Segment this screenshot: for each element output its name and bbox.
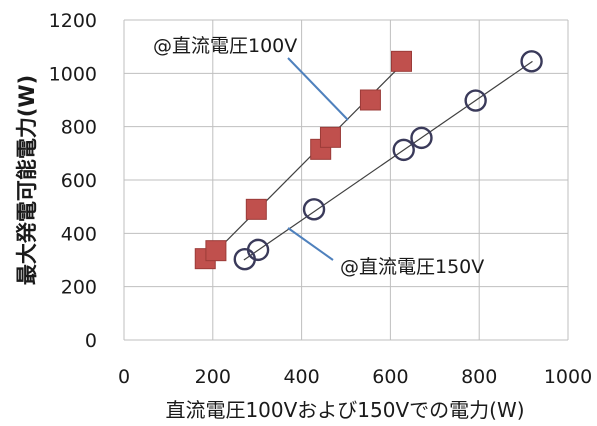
y-tick-labels: 0 200 400 600 800 1000 1200 <box>49 10 97 352</box>
data-point-100v <box>319 126 341 148</box>
x-tick-label: 400 <box>283 366 319 388</box>
data-point-100v <box>205 240 227 262</box>
data-point-150v <box>520 50 543 73</box>
data-point-150v <box>302 198 326 221</box>
annotation-leaders <box>287 57 349 261</box>
x-tick-labels: 0 200 400 600 800 1000 <box>118 366 592 388</box>
y-tick-label: 0 <box>85 330 97 352</box>
leader-line-100v <box>287 57 349 121</box>
y-tick-label: 1000 <box>49 63 97 85</box>
data-point-100v <box>359 89 381 111</box>
data-point-150v <box>410 126 433 150</box>
data-points <box>194 50 543 271</box>
annotation-100v: @直流電圧100V <box>153 35 297 57</box>
y-tick-label: 600 <box>61 170 97 192</box>
x-tick-label: 200 <box>195 366 231 388</box>
x-tick-label: 1000 <box>544 366 592 388</box>
data-point-150v <box>464 89 487 112</box>
y-tick-label: 400 <box>61 223 97 245</box>
trendline-150v <box>243 60 533 261</box>
y-tick-label: 800 <box>61 117 97 139</box>
data-point-100v <box>391 50 412 72</box>
data-point-150v <box>246 238 270 262</box>
x-tick-label: 600 <box>372 366 408 388</box>
x-tick-label: 0 <box>118 366 130 388</box>
x-tick-label: 800 <box>461 366 497 388</box>
y-axis-title: 最大発電可能電力(W) <box>15 75 39 285</box>
gridlines <box>123 19 569 341</box>
data-point-150v <box>392 138 415 162</box>
x-axis-title: 直流電圧100Vおよび150Vでの電力(W) <box>165 398 524 422</box>
data-point-100v <box>245 198 267 220</box>
y-tick-label: 200 <box>61 277 97 299</box>
leader-line-150v <box>287 227 334 261</box>
y-tick-label: 1200 <box>49 10 97 32</box>
annotation-150v: @直流電圧150V <box>340 256 484 278</box>
